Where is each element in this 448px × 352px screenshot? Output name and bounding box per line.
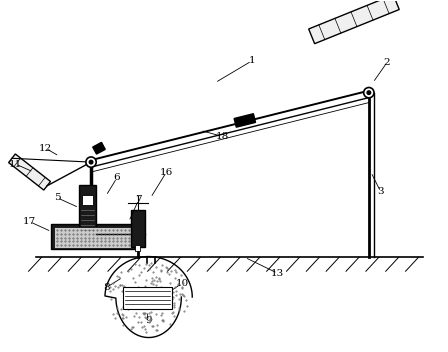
Bar xyxy=(135,245,140,251)
Text: 5: 5 xyxy=(54,193,60,202)
Polygon shape xyxy=(234,114,255,127)
Bar xyxy=(131,210,145,247)
Text: 10: 10 xyxy=(176,279,189,288)
Circle shape xyxy=(367,91,370,94)
Bar xyxy=(54,227,133,249)
Bar xyxy=(52,224,136,250)
Text: 18: 18 xyxy=(215,132,228,141)
Circle shape xyxy=(364,88,374,98)
Text: 11: 11 xyxy=(9,159,22,169)
Bar xyxy=(79,185,96,237)
Circle shape xyxy=(86,157,96,167)
Polygon shape xyxy=(9,154,51,190)
Polygon shape xyxy=(309,0,399,44)
Circle shape xyxy=(89,160,93,164)
Text: 7: 7 xyxy=(135,195,142,204)
Text: 1: 1 xyxy=(249,56,255,65)
Polygon shape xyxy=(93,142,105,154)
Bar xyxy=(82,195,93,205)
Text: 13: 13 xyxy=(271,269,284,278)
Text: 2: 2 xyxy=(383,58,390,67)
Text: 3: 3 xyxy=(378,187,384,196)
Text: 16: 16 xyxy=(160,168,173,177)
Text: 17: 17 xyxy=(23,217,36,226)
Text: 12: 12 xyxy=(39,144,52,153)
Text: 9: 9 xyxy=(145,316,152,325)
Bar xyxy=(123,287,172,309)
Text: 8: 8 xyxy=(103,283,110,291)
Text: 6: 6 xyxy=(113,174,120,182)
